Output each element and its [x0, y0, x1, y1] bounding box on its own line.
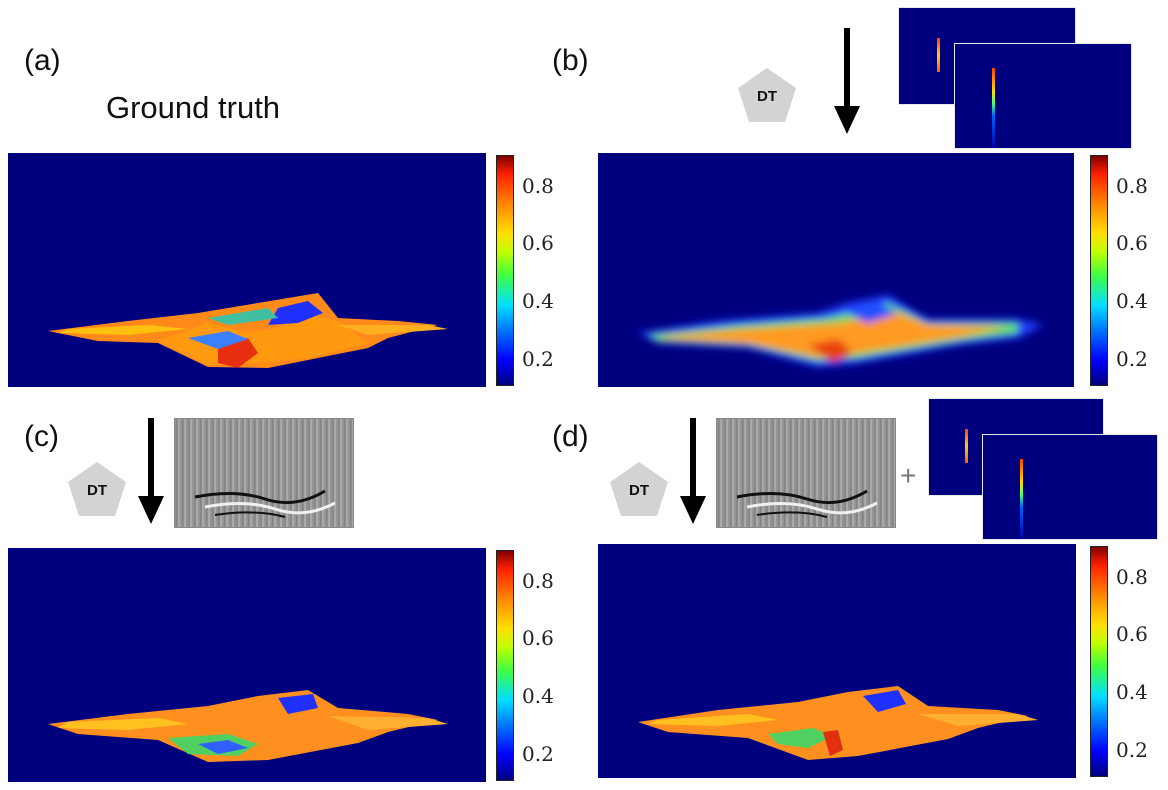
panel-label-d: (d) [552, 420, 589, 453]
heatmap-a [8, 153, 486, 387]
dt-pentagon-d [610, 462, 668, 516]
seismic-image-d [716, 418, 896, 528]
colorbar-b-tick-0.4: 0.4 [1116, 289, 1148, 313]
colorbar-a-tick-0.6: 0.6 [522, 231, 554, 255]
colorbar-d-tick-0.4: 0.4 [1116, 680, 1148, 704]
down-arrow-c [138, 418, 164, 524]
down-arrow-d [680, 418, 706, 524]
colorbar-a [496, 155, 514, 386]
dt-label-b: DT [757, 88, 777, 105]
dt-label-d: DT [629, 482, 649, 499]
colorbar-d-tick-0.8: 0.8 [1116, 565, 1148, 589]
heatmap-b [598, 153, 1074, 387]
colorbar-d-tick-0.2: 0.2 [1116, 738, 1148, 762]
ground-truth-title: Ground truth [106, 90, 281, 125]
colorbar-c-tick-0.2: 0.2 [522, 742, 554, 766]
colorbar-a-tick-0.2: 0.2 [522, 347, 554, 371]
colorbar-b [1090, 155, 1108, 386]
well-log-image-b2 [954, 43, 1132, 149]
colorbar-c-tick-0.4: 0.4 [522, 684, 554, 708]
down-arrow-b [834, 28, 860, 134]
dt-label-c: DT [87, 482, 107, 499]
colorbar-d [1090, 546, 1108, 777]
colorbar-c-tick-0.6: 0.6 [522, 626, 554, 650]
colorbar-d-tick-0.6: 0.6 [1116, 622, 1148, 646]
panel-label-b: (b) [552, 44, 589, 77]
colorbar-c [496, 550, 514, 781]
heatmap-d [598, 544, 1076, 778]
well-log-image-d2 [982, 434, 1158, 540]
seismic-image-c [174, 418, 354, 528]
colorbar-b-tick-0.2: 0.2 [1116, 347, 1148, 371]
colorbar-c-tick-0.8: 0.8 [522, 569, 554, 593]
colorbar-b-tick-0.8: 0.8 [1116, 174, 1148, 198]
dt-pentagon-b [738, 68, 796, 122]
panel-label-a: (a) [24, 44, 61, 77]
colorbar-a-tick-0.4: 0.4 [522, 289, 554, 313]
panel-label-c: (c) [24, 420, 59, 453]
colorbar-b-tick-0.6: 0.6 [1116, 231, 1148, 255]
dt-pentagon-c [68, 462, 126, 516]
colorbar-a-tick-0.8: 0.8 [522, 174, 554, 198]
heatmap-c [8, 548, 486, 782]
plus-sign: + [900, 460, 917, 491]
